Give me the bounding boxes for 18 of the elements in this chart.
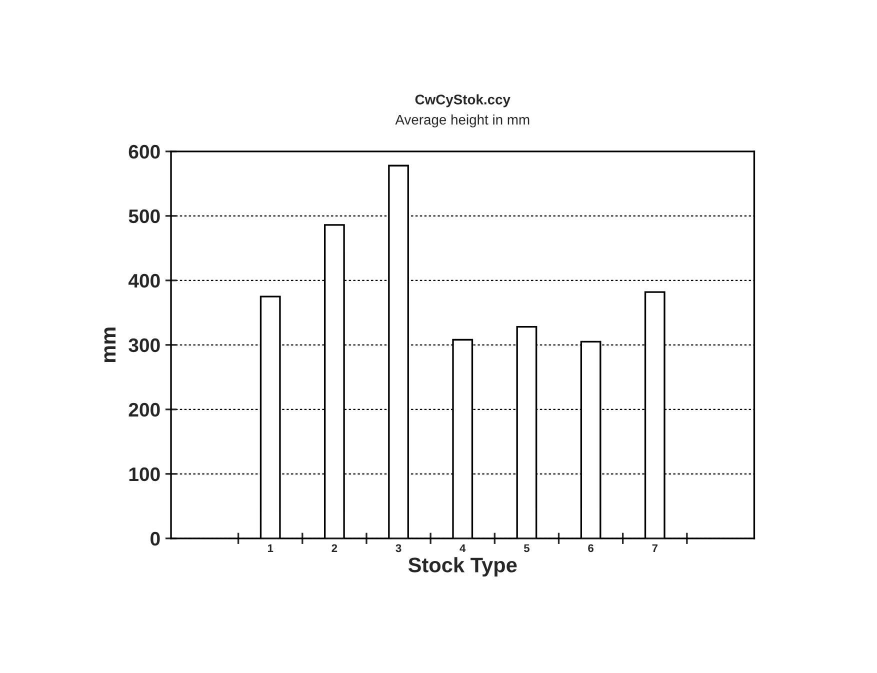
y-tick-label: 500 [128,209,160,224]
x-tick-label: 3 [396,544,402,552]
y-tick-label: 0 [150,532,160,546]
y-tick-label: 600 [128,144,160,159]
x-tick-label: 7 [652,544,658,552]
y-tick-label: 300 [128,338,160,352]
x-tick-label: 5 [524,544,530,552]
x-tick-label: 1 [268,544,274,552]
x-tick-label: 4 [460,544,466,552]
x-tick-label: 2 [332,544,338,552]
y-tick-label: 100 [129,467,160,482]
chart-title: CwCyStok.ccy [415,94,510,108]
chart-subtitle: Average height in mm [395,114,530,128]
x-tick-label: 6 [588,544,594,552]
y-tick-label: 400 [128,274,160,288]
x-axis-title: Stock Type [408,557,517,577]
y-tick-label: 200 [128,402,160,417]
y-axis-title: mm [104,328,116,362]
